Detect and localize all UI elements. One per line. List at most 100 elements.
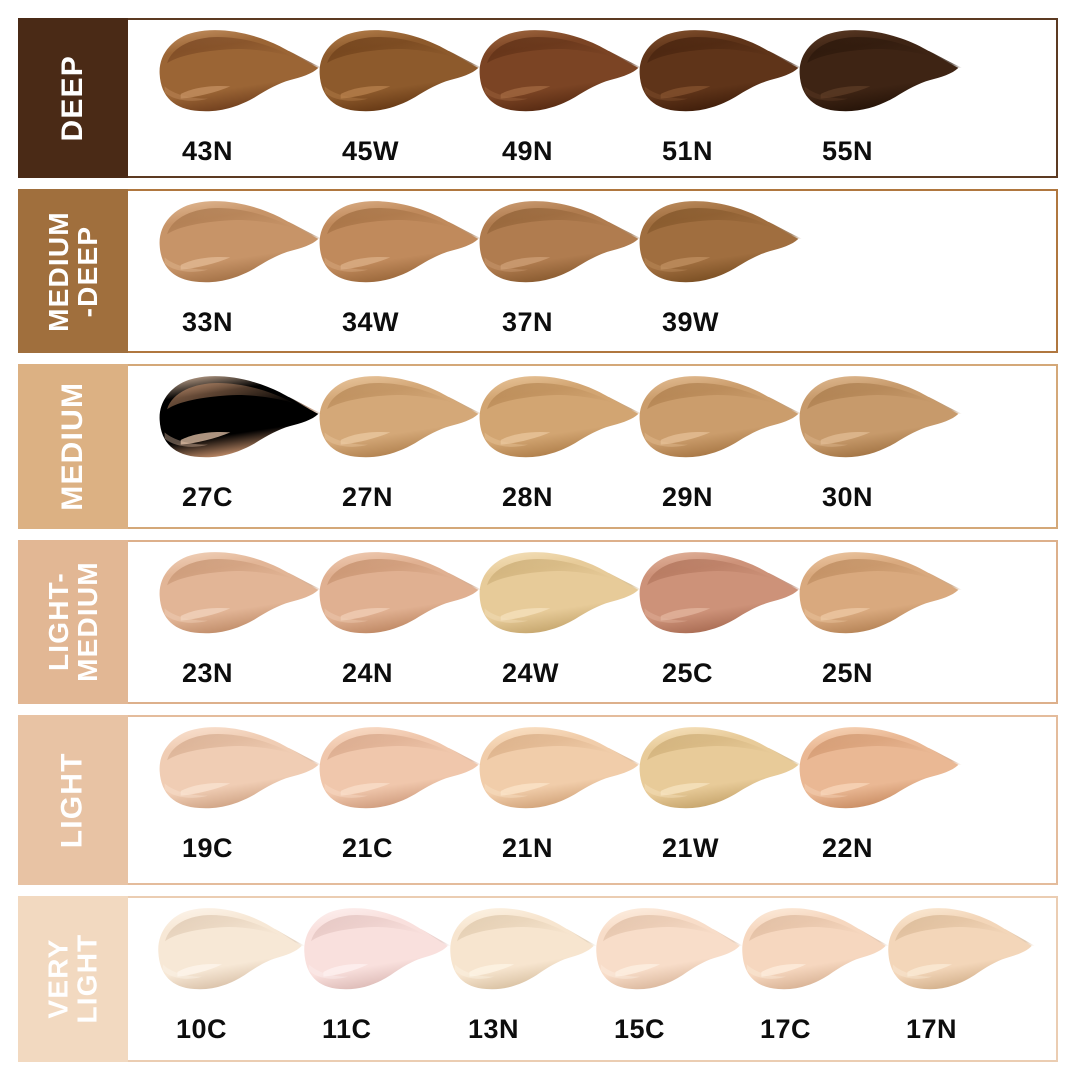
swatch-25N[interactable] — [786, 542, 972, 650]
swatch-37N[interactable] — [466, 191, 652, 299]
swatch-21N[interactable] — [466, 717, 652, 825]
shade-cell[interactable]: 11C — [292, 898, 460, 1045]
swatch-49N[interactable] — [466, 20, 652, 128]
swatch-panel-light: 19C 21C — [128, 714, 1058, 885]
swatch-30N[interactable] — [786, 366, 972, 474]
swatch-24N[interactable] — [306, 542, 492, 650]
category-band-very-light[interactable]: VERY LIGHT — [18, 895, 128, 1063]
category-band-medium-deep[interactable]: MEDIUM -DEEP — [18, 189, 128, 354]
shade-cell[interactable]: 43N — [146, 20, 332, 167]
shade-swatch-smear — [639, 201, 803, 283]
swatch-13N[interactable] — [438, 898, 606, 1006]
category-label: MEDIUM — [55, 382, 89, 511]
swatch-21C[interactable] — [306, 717, 492, 825]
shade-swatch-smear — [319, 726, 483, 809]
swatch-24W[interactable] — [466, 542, 652, 650]
shade-cell[interactable]: 22N — [786, 717, 972, 864]
shade-code-label: 24W — [502, 657, 560, 688]
swatch-17N[interactable] — [876, 898, 1044, 1006]
shade-swatch-smear — [742, 908, 890, 990]
shade-swatch-smear — [479, 201, 643, 283]
shade-swatch-smear — [450, 908, 598, 990]
category-label: LIGHT- MEDIUM — [42, 561, 102, 683]
shade-cell[interactable]: 55N — [786, 20, 972, 167]
swatch-45W[interactable] — [306, 20, 492, 128]
swatch-29N[interactable] — [626, 366, 812, 474]
shade-swatch-smear — [159, 376, 323, 458]
swatch-23N[interactable] — [146, 542, 332, 650]
swatch-25C[interactable] — [626, 542, 812, 650]
shade-cell[interactable]: 19C — [146, 717, 332, 864]
shade-cell[interactable]: 45W — [306, 20, 492, 167]
shade-cell[interactable]: 15C — [584, 898, 752, 1045]
shade-code-label: 21C — [342, 832, 394, 863]
shade-cell[interactable]: 30N — [786, 366, 972, 513]
shade-code-label: 27C — [182, 482, 234, 513]
shade-cell[interactable]: 13N — [438, 898, 606, 1045]
swatch-27C[interactable] — [146, 366, 332, 474]
swatch-27N[interactable] — [306, 366, 492, 474]
swatch-15C[interactable] — [584, 898, 752, 1006]
shade-cell[interactable]: 17N — [876, 898, 1044, 1045]
shade-cell[interactable]: 24N — [306, 542, 492, 689]
swatch-51N[interactable] — [626, 20, 812, 128]
swatch-17C[interactable] — [730, 898, 898, 1006]
swatch-19C[interactable] — [146, 717, 332, 825]
shade-cell[interactable]: 29N — [626, 366, 812, 513]
shade-code-label: 13N — [468, 1013, 520, 1044]
swatch-39W[interactable] — [626, 191, 812, 299]
swatch-55N[interactable] — [786, 20, 972, 128]
shade-cell[interactable]: 37N — [466, 191, 652, 338]
shade-cell[interactable]: 10C — [146, 898, 314, 1045]
swatch-34W[interactable] — [306, 191, 492, 299]
category-band-medium[interactable]: MEDIUM — [18, 364, 128, 529]
shade-cell[interactable]: 34W — [306, 191, 492, 338]
swatch-22N[interactable] — [786, 717, 972, 825]
shade-cell[interactable]: 23N — [146, 542, 332, 689]
swatch-11C[interactable] — [292, 898, 460, 1006]
swatch-43N[interactable] — [146, 20, 332, 128]
shade-cell[interactable]: 24W — [466, 542, 652, 689]
shade-cell[interactable]: 27C — [146, 366, 332, 513]
shade-cell[interactable]: 17C — [730, 898, 898, 1045]
shade-swatch-smear — [319, 376, 483, 458]
swatch-21W[interactable] — [626, 717, 812, 825]
shade-swatch-smear — [639, 376, 803, 458]
shade-row-medium-deep: MEDIUM -DEEP 33N — [18, 189, 1058, 354]
shade-swatch-smear — [799, 551, 963, 633]
shade-code-label: 33N — [182, 307, 234, 338]
shade-swatch-smear — [639, 726, 803, 809]
shade-code-label: 17C — [760, 1013, 812, 1044]
swatch-10C[interactable] — [146, 898, 314, 1006]
category-band-light[interactable]: LIGHT — [18, 714, 128, 885]
shade-code-label: 55N — [822, 136, 874, 166]
shade-cell[interactable]: 21C — [306, 717, 492, 864]
shade-cell[interactable]: 51N — [626, 20, 812, 167]
swatch-28N[interactable] — [466, 366, 652, 474]
shade-swatch-smear — [639, 30, 803, 112]
swatch-panel-medium-deep: 33N 34W — [128, 189, 1058, 354]
shade-cell[interactable]: 28N — [466, 366, 652, 513]
shade-code-label: 28N — [502, 482, 554, 513]
swatch-33N[interactable] — [146, 191, 332, 299]
shade-cell[interactable]: 27N — [306, 366, 492, 513]
shade-cell[interactable]: 49N — [466, 20, 652, 167]
category-label: LIGHT — [55, 751, 89, 848]
shade-swatch-smear — [319, 201, 483, 283]
shade-code-label: 39W — [662, 307, 720, 338]
shade-cell[interactable]: 21N — [466, 717, 652, 864]
category-band-light-medium[interactable]: LIGHT- MEDIUM — [18, 539, 128, 704]
shade-cell[interactable]: 21W — [626, 717, 812, 864]
shade-cell[interactable]: 25C — [626, 542, 812, 689]
shade-cell[interactable]: 25N — [786, 542, 972, 689]
shade-code-label: 15C — [614, 1013, 666, 1044]
shade-swatch-smear — [159, 201, 323, 283]
shade-swatch-smear — [479, 726, 643, 809]
shade-row-light: LIGHT 19C — [18, 714, 1058, 885]
shade-cell[interactable]: 33N — [146, 191, 332, 338]
swatch-panel-light-medium: 23N 24N — [128, 539, 1058, 704]
shade-cell[interactable]: 39W — [626, 191, 812, 338]
shade-code-label: 24N — [342, 657, 394, 688]
category-band-deep[interactable]: DEEP — [18, 18, 128, 179]
